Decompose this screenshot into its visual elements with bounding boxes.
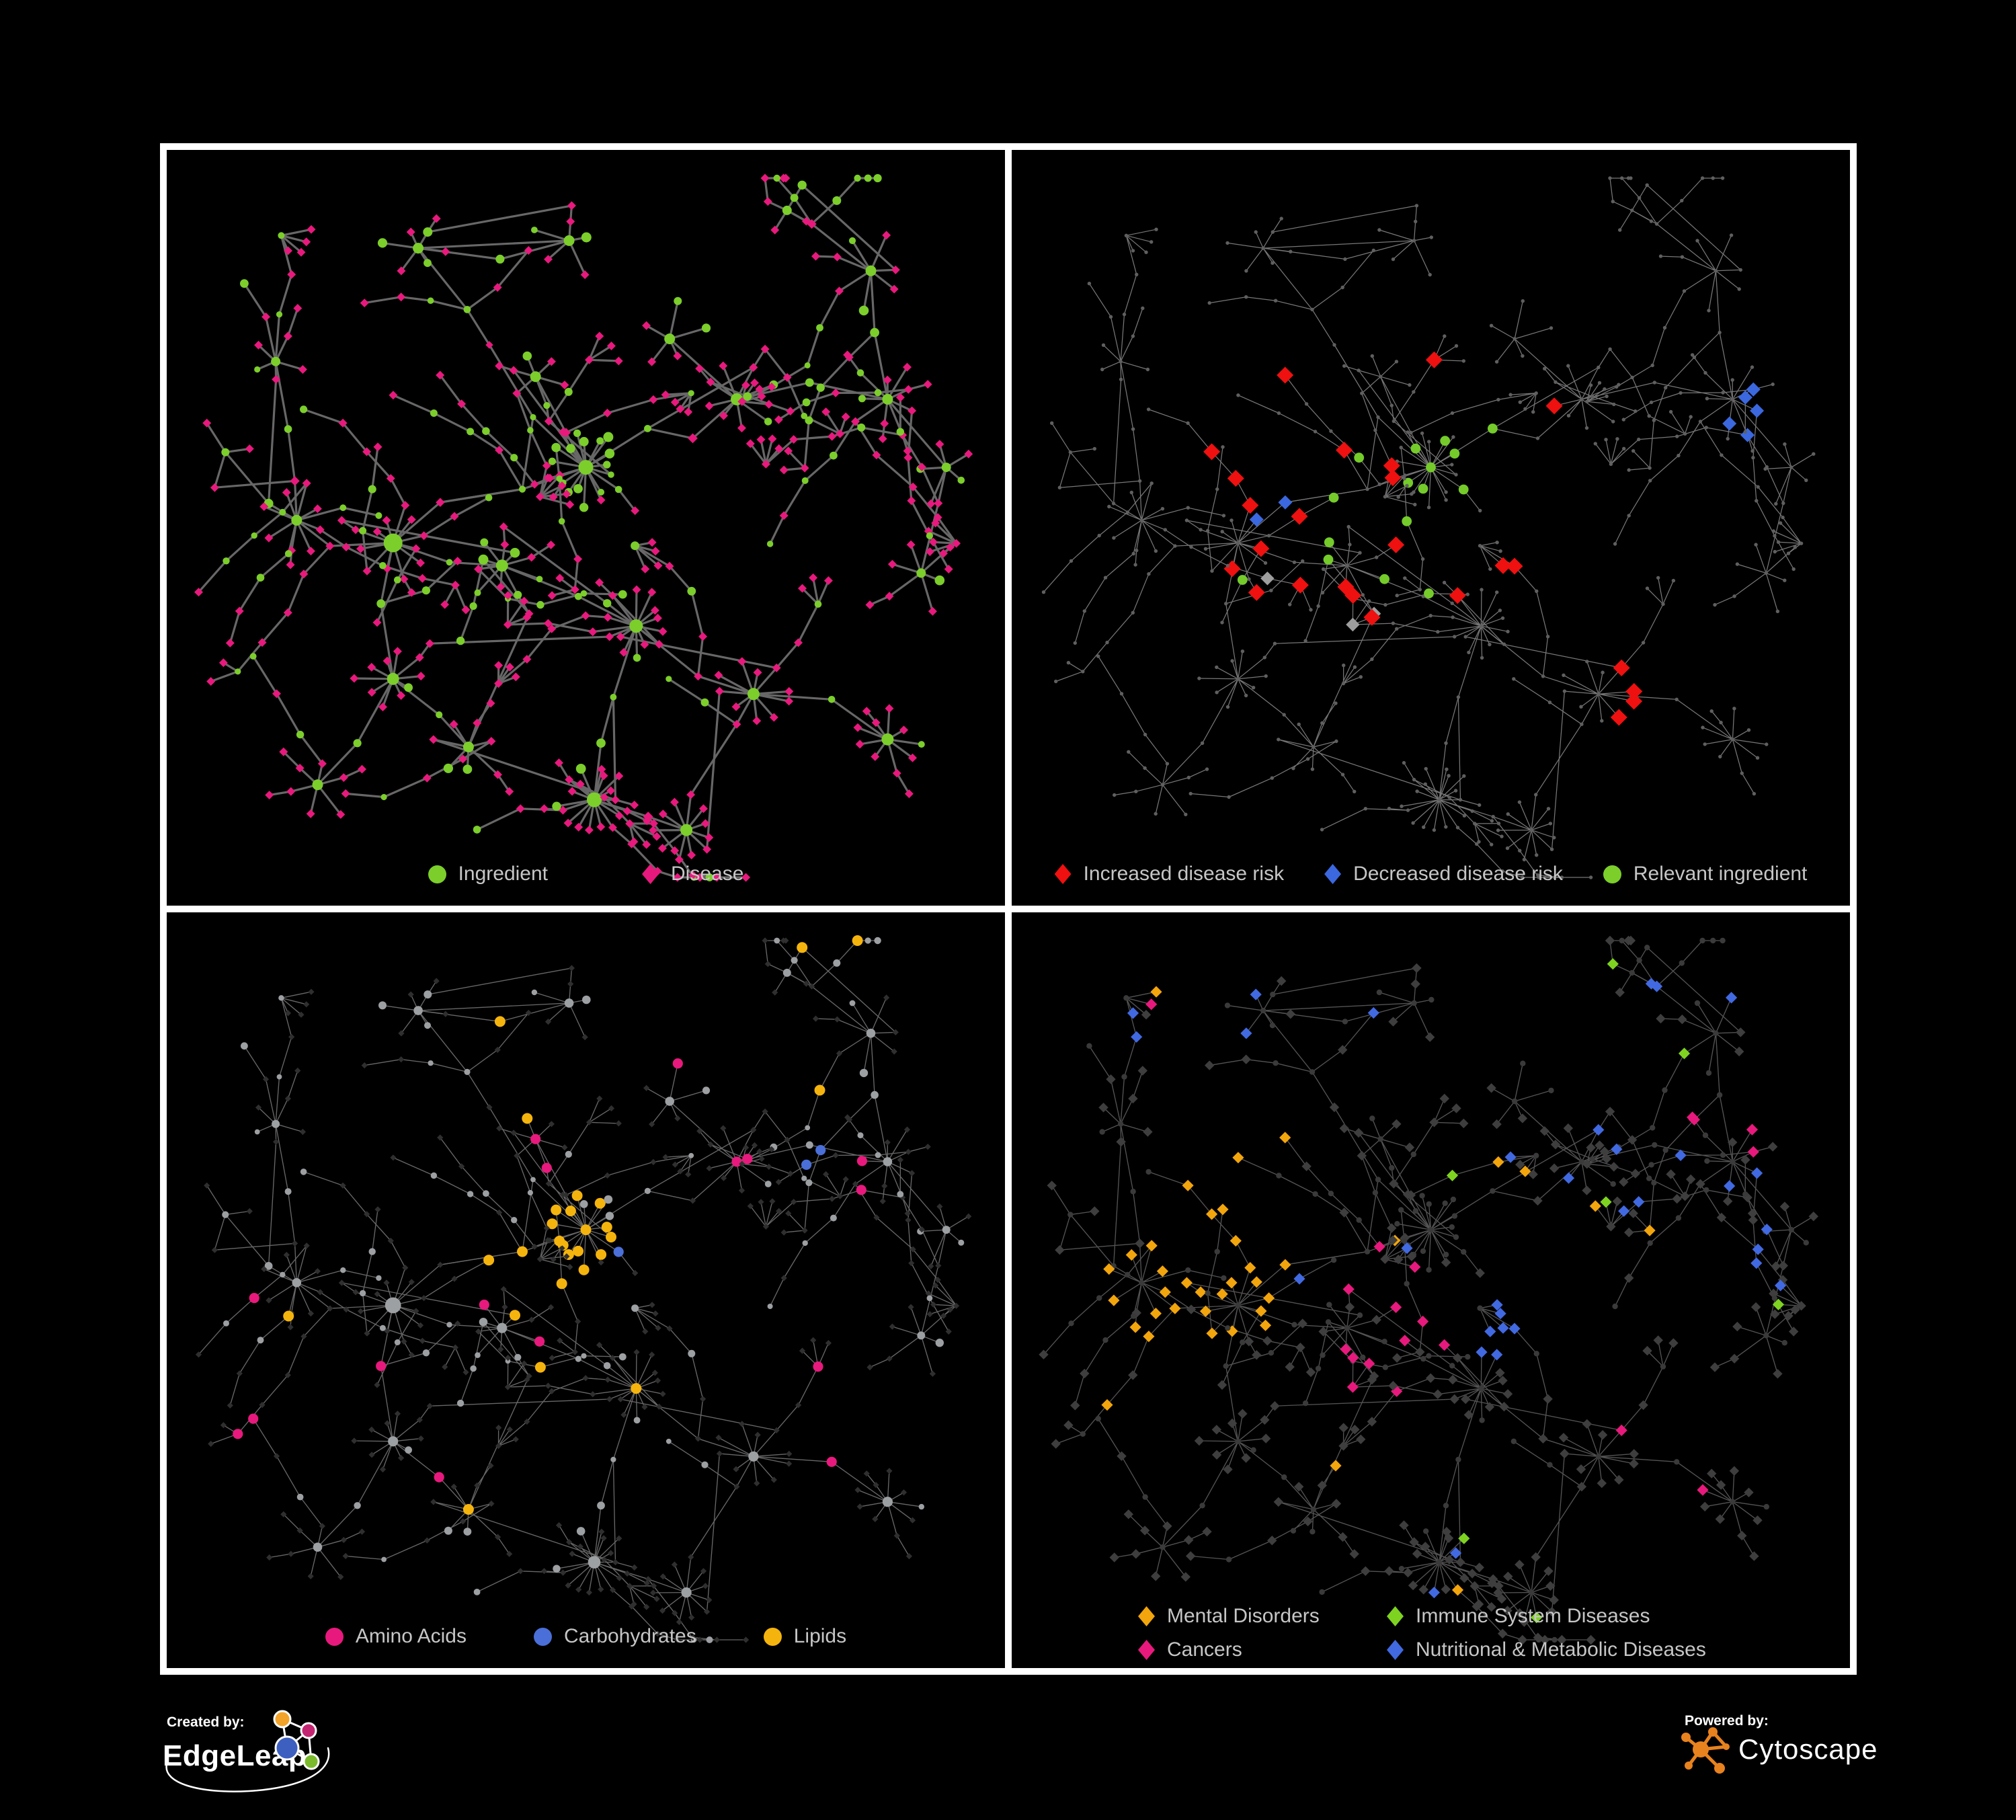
cytoscape-brand-text: Cytoscape: [1738, 1733, 1878, 1765]
legend-item-relevant-ingredient: Relevant ingredient: [1603, 863, 1808, 885]
legend-disease-risk: Increased disease risk Decreased disease …: [1012, 863, 1850, 885]
edgeleap-swoosh: [165, 1747, 330, 1792]
powered-by-block: Powered by: Cytoscape: [1675, 1708, 1890, 1785]
legend-ingredient-disease: Ingredient Disease: [167, 863, 1005, 885]
legend-label: Ingredient: [458, 863, 549, 885]
legend-label: Relevant ingredient: [1633, 863, 1808, 885]
circle-swatch-icon: [763, 1627, 782, 1646]
legend-label: Increased disease risk: [1083, 863, 1285, 885]
circle-swatch-icon: [325, 1627, 344, 1646]
circle-swatch-icon: [1603, 865, 1621, 883]
legend-item-amino-acids: Amino Acids: [325, 1625, 467, 1648]
legend-item-ingredient: Ingredient: [428, 863, 548, 885]
powered-by-label: Powered by:: [1685, 1713, 1769, 1729]
legend-item-mental-disorders: Mental Disorders: [1138, 1605, 1387, 1628]
created-by-label: Created by:: [167, 1714, 245, 1730]
legend-label: Carbohydrates: [563, 1625, 696, 1647]
network-graph-disease-categories: [1039, 935, 1818, 1645]
legend-label: Decreased disease risk: [1353, 863, 1563, 885]
edgeleap-node-magenta: [300, 1722, 317, 1739]
diamond-swatch-icon: [1387, 1640, 1404, 1660]
panel-nutrient-categories-network: Amino Acids Carbohydrates Lipids: [167, 912, 1005, 1668]
network-graph-disease-risk: [1041, 176, 1816, 879]
panel-disease-categories-network: Mental Disorders Immune System Diseases Ca…: [1012, 912, 1850, 1668]
legend-label: Cancers: [1167, 1638, 1242, 1661]
edgeleap-node-green: [303, 1753, 320, 1770]
legend-label: Lipids: [793, 1625, 847, 1647]
legend-label: Amino Acids: [355, 1625, 467, 1647]
edgeleap-logo: Created by: EdgeLeap: [163, 1710, 330, 1792]
edgeleap-node-orange: [273, 1710, 292, 1729]
network-graph-ingredient-disease: [194, 173, 973, 882]
cytoscape-logo: Powered by: Cytoscape: [1681, 1713, 1878, 1774]
legend-item-lipids: Lipids: [763, 1625, 847, 1648]
network-graph-nutrient-categories: [195, 935, 972, 1643]
legend-item-carbohydrates: Carbohydrates: [533, 1625, 696, 1648]
cytoscape-logo-nodes: [1681, 1727, 1730, 1774]
legend-label: Mental Disorders: [1167, 1605, 1320, 1627]
legend-label: Disease: [671, 863, 744, 885]
diamond-swatch-icon: [642, 864, 659, 884]
legend-disease-categories: Mental Disorders Immune System Diseases Ca…: [1138, 1605, 1830, 1661]
diamond-swatch-icon: [1324, 864, 1342, 884]
diamond-swatch-icon: [1138, 1640, 1155, 1660]
legend-nutrient-categories: Amino Acids Carbohydrates Lipids: [167, 1625, 1005, 1648]
legend-item-nutritional-metabolic-diseases: Nutritional & Metabolic Diseases: [1387, 1638, 1706, 1661]
circle-swatch-icon: [533, 1627, 552, 1646]
legend-item-increased-disease-risk: Increased disease risk: [1054, 863, 1285, 885]
legend-item-immune-system-diseases: Immune System Diseases: [1387, 1605, 1706, 1628]
legend-label: Immune System Diseases: [1416, 1605, 1650, 1627]
legend-item-cancers: Cancers: [1138, 1638, 1387, 1661]
panels-grid: Ingredient Disease Increased disease risk…: [160, 143, 1857, 1675]
legend-item-disease: Disease: [642, 863, 743, 885]
diamond-swatch-icon: [1138, 1606, 1155, 1626]
circle-swatch-icon: [428, 865, 446, 883]
legend-label: Nutritional & Metabolic Diseases: [1416, 1638, 1706, 1661]
diamond-swatch-icon: [1387, 1606, 1404, 1626]
created-by-block: Created by: EdgeLeap: [156, 1706, 351, 1801]
edgeleap-node-blue: [274, 1735, 300, 1761]
panel-disease-risk-network: Increased disease risk Decreased disease …: [1012, 150, 1850, 906]
legend-item-decreased-disease-risk: Decreased disease risk: [1324, 863, 1563, 885]
panel-ingredient-disease-network: Ingredient Disease: [167, 150, 1005, 906]
diamond-swatch-icon: [1054, 864, 1072, 884]
